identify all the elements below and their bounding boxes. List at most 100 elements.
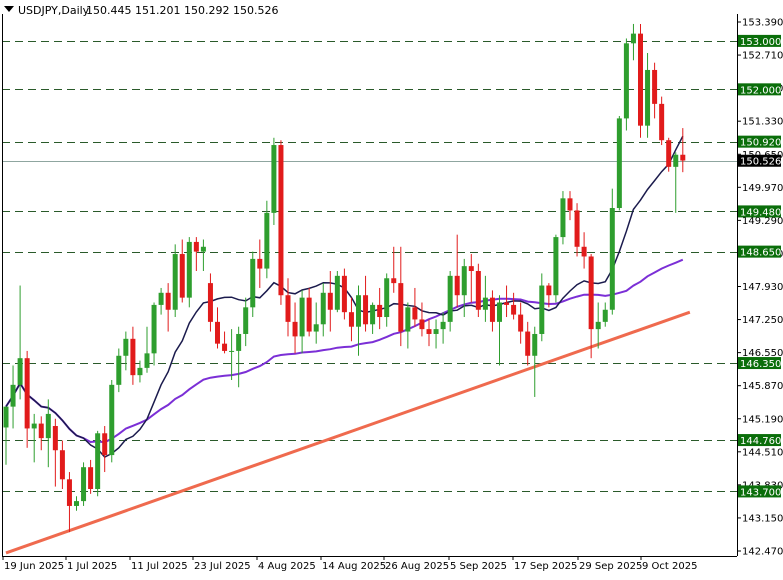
candle-body [3, 406, 9, 428]
candle-body [630, 33, 636, 44]
time-tick-label: 4 Aug 2025 [258, 561, 316, 572]
candle-body [151, 304, 157, 354]
candle-body [468, 266, 474, 271]
candle-body [623, 43, 629, 119]
candle-body [426, 329, 432, 334]
level-label: 152.000 [740, 85, 781, 96]
candle-body [179, 254, 185, 298]
candle-body [31, 423, 37, 429]
candle-body [334, 275, 340, 310]
candle-body [497, 302, 502, 322]
time-tick-label: 26 Aug 2025 [385, 561, 449, 572]
candle-body [130, 338, 136, 376]
time-tick-label: 19 Jun 2025 [4, 561, 64, 572]
candle-body [257, 258, 263, 269]
candle-body [313, 324, 319, 332]
candle-body [10, 384, 16, 407]
candle-body [292, 321, 298, 337]
time-tick-label: 5 Sep 2025 [450, 561, 507, 572]
candle-body [250, 258, 256, 308]
candle-body [17, 358, 23, 385]
candle-body [137, 367, 143, 376]
candles [3, 23, 686, 533]
dropdown-arrow-icon[interactable] [4, 6, 14, 12]
candle-body [243, 307, 249, 334]
level-labels: 153.000 152.000 150.920 149.480 148.650 146.3… [738, 34, 781, 498]
candle-body [370, 304, 376, 325]
price-tick-label: 152.710 [742, 51, 783, 62]
candle-body [532, 333, 538, 356]
candle-body [461, 266, 467, 296]
candle-body [356, 295, 361, 327]
candle-body [66, 479, 72, 506]
candle-body [236, 333, 242, 351]
candle-body [447, 275, 453, 322]
candle-body [489, 297, 495, 322]
candle-body [222, 343, 228, 351]
candle-body [109, 384, 115, 456]
candle-body [433, 329, 439, 334]
candle-body [595, 321, 601, 330]
candle-body [588, 256, 594, 330]
time-tick-label: 23 Jul 2025 [194, 561, 251, 572]
candle-body [581, 246, 587, 257]
candle-body [271, 145, 277, 213]
candle-body [673, 154, 679, 167]
candle-body [377, 304, 383, 318]
price-tick-label: 143.150 [742, 513, 783, 524]
level-label-bg [738, 357, 781, 370]
chart-title: USDJPY,Daily [18, 4, 90, 17]
level-label: 150.526 [740, 157, 781, 168]
candle-body [666, 140, 672, 167]
chart-header: USDJPY,Daily 150.445 151.201 150.292 150… [4, 4, 278, 17]
candle-body [215, 321, 220, 344]
level-label-bg [738, 485, 781, 498]
candle-body [207, 283, 213, 322]
trendline [5, 310, 691, 555]
price-tick-label: 147.930 [742, 282, 783, 293]
candle-body [419, 319, 425, 330]
candle-body [553, 237, 559, 296]
price-tick-label: 149.970 [742, 183, 783, 194]
candle-body [363, 295, 369, 325]
candle-body [398, 283, 404, 332]
candle-body [306, 297, 312, 332]
level-label: 144.760 [740, 436, 781, 447]
candle-body [74, 501, 79, 506]
candle-body [52, 426, 58, 451]
candle-body [475, 270, 481, 310]
level-label: 143.700 [740, 487, 781, 498]
candle-body [144, 353, 150, 368]
candle-body [123, 338, 129, 356]
candle-body [454, 275, 460, 296]
price-tick-label: 145.870 [742, 381, 783, 392]
candle-body [200, 246, 206, 252]
price-tick-label: 142.470 [742, 547, 783, 558]
price-tick-label: 153.390 [742, 18, 783, 29]
candle-body [525, 331, 531, 356]
candle-body [574, 210, 580, 247]
candle-body [391, 278, 397, 284]
level-label: 149.480 [740, 207, 781, 218]
candle-body [38, 423, 44, 439]
price-tick-label: 149.290 [742, 216, 783, 227]
time-tick-label: 29 Sep 2025 [579, 561, 642, 572]
candle-body [24, 358, 30, 429]
level-label-bg [738, 135, 781, 148]
price-tick-label: 145.190 [742, 414, 783, 425]
level-label: 153.000 [740, 37, 781, 48]
candle-body [81, 467, 87, 502]
level-label-bg [738, 83, 781, 96]
chart-ohlc: 150.445 151.201 150.292 150.526 [86, 4, 278, 17]
candle-body [659, 103, 665, 141]
candle-body [384, 278, 390, 318]
trendline-segment [5, 310, 691, 555]
candle-body [645, 69, 651, 126]
candle-body [285, 295, 291, 322]
level-label-bg [738, 205, 781, 218]
level-label-bg [738, 434, 781, 447]
candle-body [165, 292, 171, 310]
